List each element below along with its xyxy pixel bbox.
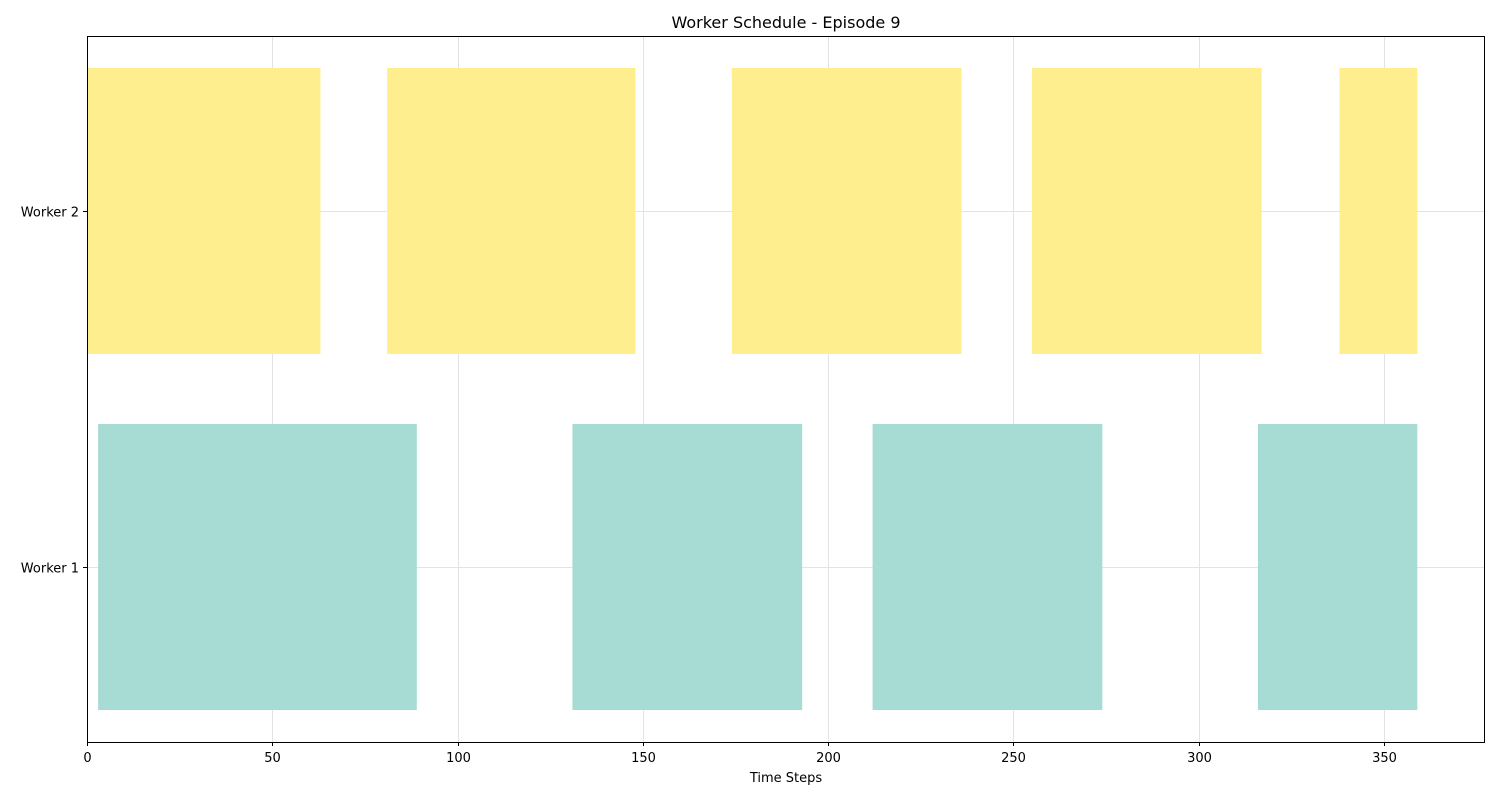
chart-title: Worker Schedule - Episode 9 <box>671 13 900 32</box>
schedule-bar-worker-2 <box>1339 68 1418 354</box>
schedule-bar-worker-2 <box>387 68 636 354</box>
plot-frame <box>87 36 1485 743</box>
x-axis-label: Time Steps <box>749 771 823 786</box>
x-tick-label: 0 <box>83 751 91 766</box>
schedule-bar-worker-1 <box>572 424 803 710</box>
schedule-bar-worker-1 <box>1257 424 1418 710</box>
x-tick-label: 100 <box>446 751 471 766</box>
schedule-bar-worker-2 <box>1031 68 1262 354</box>
y-tick-label: Worker 2 <box>21 206 79 221</box>
x-axis: 0 50 100 150 200 250 300 350 <box>83 742 1397 766</box>
x-tick-label: 250 <box>1001 751 1026 766</box>
y-axis: Worker 1 Worker 2 <box>21 206 87 577</box>
x-tick-label: 200 <box>816 751 841 766</box>
x-tick-label: 350 <box>1372 751 1397 766</box>
x-tick-label: 150 <box>631 751 656 766</box>
schedule-bar-worker-2 <box>731 68 962 354</box>
y-tick-label: Worker 1 <box>21 562 79 577</box>
schedule-bar-worker-1 <box>872 424 1103 710</box>
schedule-bar-worker-2 <box>87 68 321 354</box>
x-tick-label: 50 <box>264 751 281 766</box>
x-tick-label: 300 <box>1187 751 1212 766</box>
schedule-bar-worker-1 <box>98 424 417 710</box>
bars-layer <box>87 68 1418 710</box>
